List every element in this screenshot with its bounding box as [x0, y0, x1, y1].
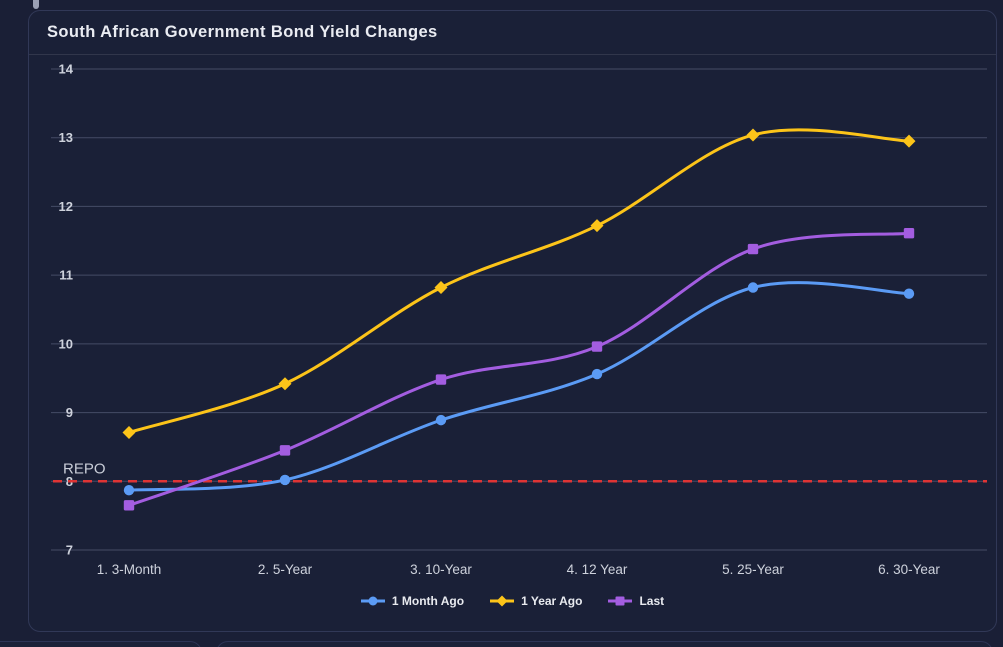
chart-legend: 1 Month Ago 1 Year Ago Last: [29, 594, 996, 608]
y-tick-label: 11: [59, 268, 73, 283]
bottom-card-right[interactable]: [216, 641, 993, 647]
data-point[interactable]: [591, 368, 603, 380]
data-point[interactable]: [747, 282, 759, 293]
legend-item-1-year-ago[interactable]: 1 Year Ago: [490, 594, 582, 608]
x-tick-label: 6. 30-Year: [878, 562, 940, 577]
y-tick-label: 9: [66, 405, 73, 420]
data-point[interactable]: [435, 374, 447, 385]
data-point[interactable]: [122, 425, 136, 439]
series-line-last: [127, 231, 911, 507]
scrollbar-fragment[interactable]: [33, 0, 39, 9]
chart-card: South African Government Bond Yield Chan…: [28, 10, 997, 632]
series-line-1-year-ago: [127, 128, 911, 434]
bottom-card-left[interactable]: [0, 641, 202, 647]
legend-label: 1 Year Ago: [521, 594, 583, 608]
data-point[interactable]: [435, 414, 447, 426]
data-point[interactable]: [434, 281, 448, 295]
legend-label: 1 Month Ago: [391, 594, 465, 608]
data-point[interactable]: [746, 128, 760, 142]
data-point[interactable]: [903, 228, 915, 239]
y-tick-label: 13: [59, 130, 73, 145]
series-line-1-month-ago: [127, 281, 911, 492]
data-point[interactable]: [279, 474, 291, 486]
circle-legend-marker-icon: [360, 596, 385, 606]
y-tick-label: 7: [66, 543, 73, 558]
chart-title: South African Government Bond Yield Chan…: [47, 23, 438, 41]
y-tick-label: 10: [59, 336, 73, 351]
x-tick-label: 3. 10-Year: [410, 562, 472, 577]
data-point[interactable]: [590, 219, 604, 233]
x-tick-label: 5. 25-Year: [722, 562, 784, 577]
data-point[interactable]: [279, 445, 291, 456]
data-point[interactable]: [747, 243, 759, 255]
square-legend-marker-icon: [608, 596, 633, 606]
y-tick-label: 12: [59, 199, 73, 214]
x-tick-label: 2. 5-Year: [258, 562, 313, 577]
x-tick-label: 1. 3-Month: [97, 562, 162, 577]
data-point[interactable]: [278, 377, 292, 391]
diamond-legend-marker-icon: [490, 595, 515, 607]
legend-item-last[interactable]: Last: [608, 594, 664, 608]
data-point[interactable]: [123, 485, 135, 496]
data-point[interactable]: [591, 341, 603, 352]
x-tick-label: 4. 12 Year: [567, 562, 628, 577]
data-point[interactable]: [902, 134, 916, 148]
y-tick-label: 14: [59, 62, 74, 77]
repo-label: REPO: [63, 460, 106, 477]
header-divider: [29, 54, 996, 55]
legend-label: Last: [639, 594, 665, 608]
data-point[interactable]: [123, 500, 135, 511]
legend-item-1-month-ago[interactable]: 1 Month Ago: [360, 594, 465, 608]
data-point[interactable]: [903, 288, 915, 299]
